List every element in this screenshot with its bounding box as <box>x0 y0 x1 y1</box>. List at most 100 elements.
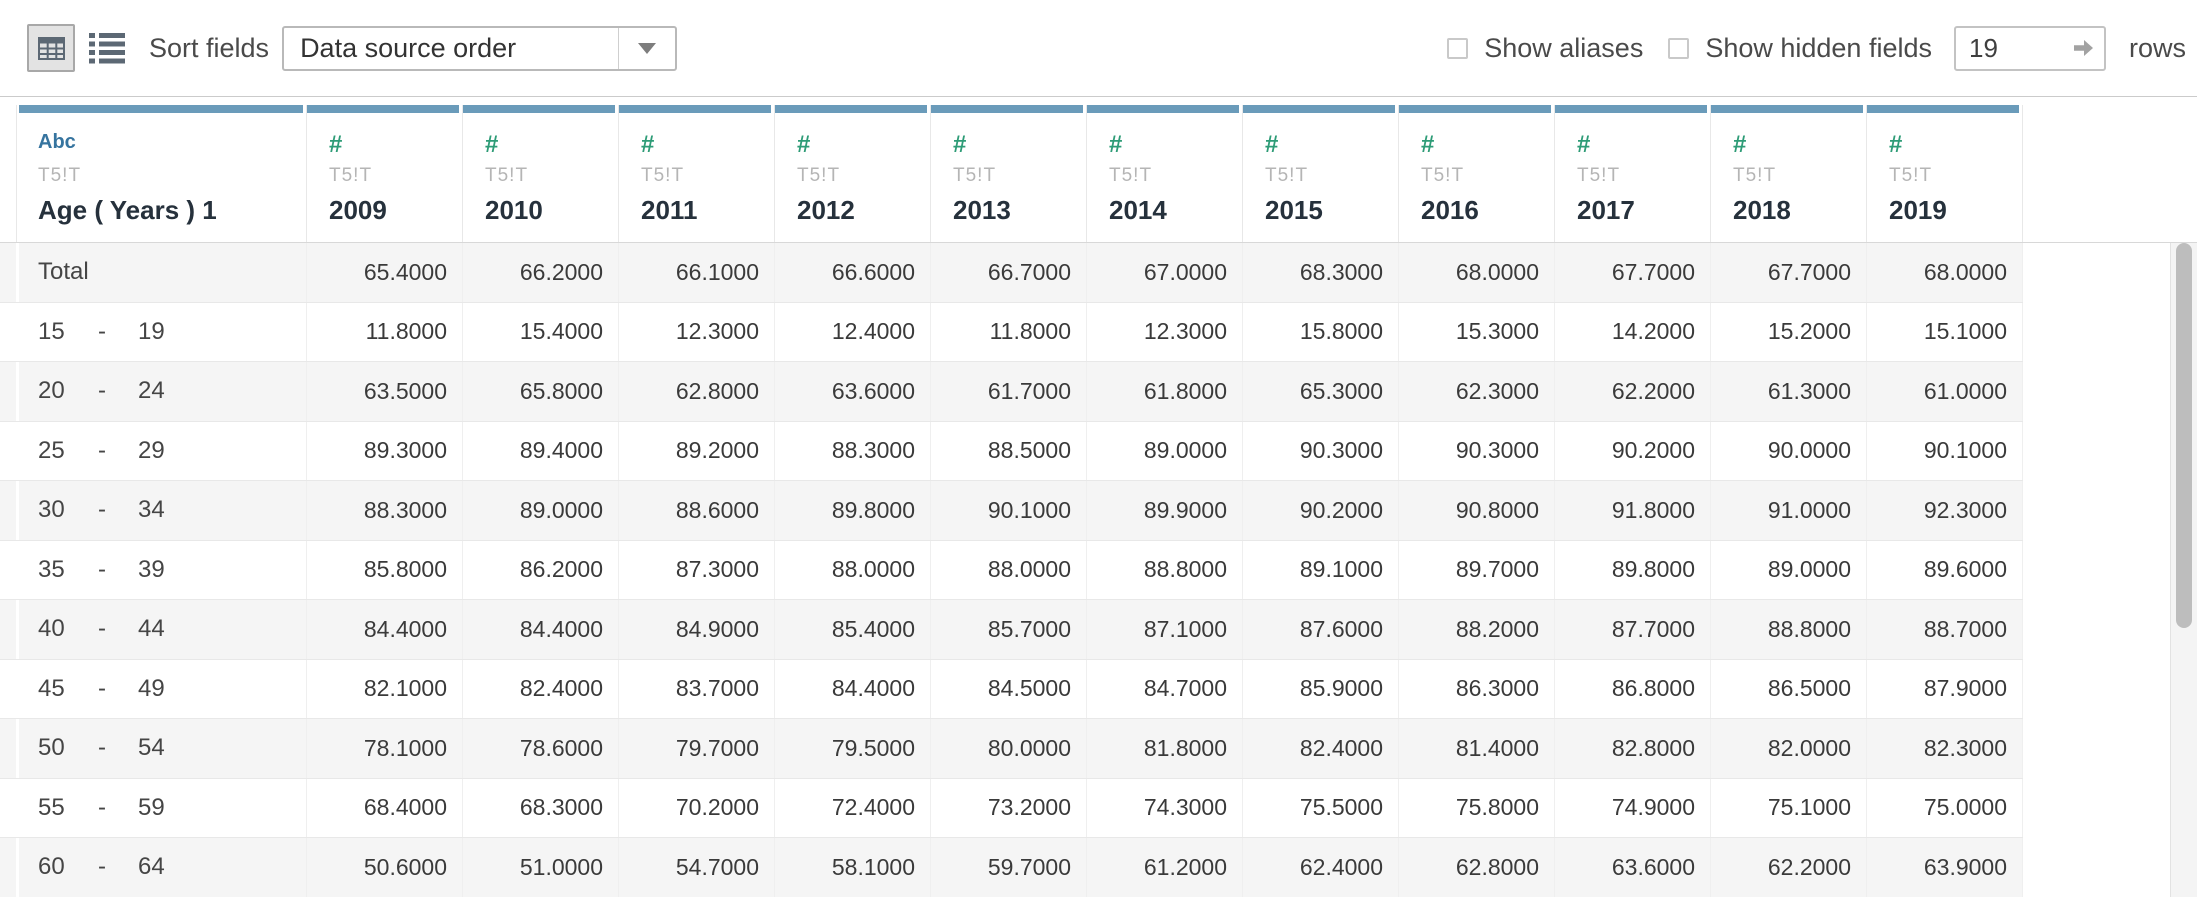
row-label-sep: - <box>98 734 106 762</box>
value-cell: 12.4000 <box>775 302 931 361</box>
numeric-type-icon: # <box>485 131 499 158</box>
column-header-year[interactable]: # T5!T 2015 <box>1243 105 1399 243</box>
table-row: 20 - 24 63.5000 65.8000 62.8000 63.6000 61.700… <box>0 362 2023 422</box>
row-gutter <box>0 838 16 897</box>
value-cell: 72.4000 <box>775 778 931 837</box>
row-gutter <box>0 362 16 421</box>
rows-count-value: 19 <box>1968 32 1998 63</box>
field-name: 2011 <box>641 195 698 225</box>
show-hidden-fields-label: Show hidden fields <box>1705 32 1932 63</box>
value-cell: 78.6000 <box>463 719 619 778</box>
frozen-pane-gap <box>16 838 19 897</box>
list-icon <box>89 33 125 64</box>
column-accent-bar <box>619 105 771 113</box>
column-header-year[interactable]: # T5!T 2018 <box>1711 105 1867 243</box>
rows-count-input[interactable]: 19 <box>1953 25 2106 71</box>
numeric-type-icon: # <box>1889 131 1903 158</box>
value-cell: 87.6000 <box>1243 600 1399 659</box>
metadata-view-button[interactable] <box>85 26 129 70</box>
value-cell: 85.8000 <box>307 540 463 599</box>
value-cell: 84.4000 <box>775 659 931 718</box>
value-cell: 66.1000 <box>619 243 775 302</box>
value-cell: 89.8000 <box>1555 540 1711 599</box>
table-row: Total 65.4000 66.2000 66.1000 66.6000 66.700… <box>0 243 2023 303</box>
row-gutter <box>0 719 16 778</box>
value-cell: 61.8000 <box>1087 362 1243 421</box>
frozen-pane-gap <box>16 302 19 361</box>
value-cell: 54.7000 <box>619 838 775 897</box>
field-name: 2014 <box>1109 195 1167 225</box>
value-cell: 79.5000 <box>775 719 931 778</box>
row-label-sep: - <box>98 853 106 881</box>
data-grid-view-button[interactable] <box>27 24 75 72</box>
column-header-year[interactable]: # T5!T 2010 <box>463 105 619 243</box>
row-label-from: 20 <box>38 377 65 405</box>
value-cell: 88.3000 <box>307 481 463 540</box>
value-cell: 65.8000 <box>463 362 619 421</box>
value-cell: 82.0000 <box>1711 719 1867 778</box>
field-name: 2012 <box>797 195 855 225</box>
value-cell: 87.1000 <box>1087 600 1243 659</box>
value-cell: 68.3000 <box>463 778 619 837</box>
grid-icon <box>37 36 65 60</box>
sort-order-dropdown[interactable]: Data source order <box>282 25 678 71</box>
value-cell: 86.5000 <box>1711 659 1867 718</box>
column-header-year[interactable]: # T5!T 2016 <box>1399 105 1555 243</box>
toolbar-divider <box>0 96 2197 97</box>
value-cell: 89.9000 <box>1087 481 1243 540</box>
column-accent-bar <box>1243 105 1395 113</box>
header-left-border <box>16 105 17 243</box>
frozen-pane-gap <box>16 421 19 480</box>
value-cell: 89.6000 <box>1867 540 2023 599</box>
value-cell: 59.7000 <box>931 838 1087 897</box>
value-cell: 11.8000 <box>307 302 463 361</box>
rows-label: rows <box>2128 32 2186 63</box>
row-label-from: 25 <box>38 436 65 464</box>
column-header-year[interactable]: # T5!T 2011 <box>619 105 775 243</box>
value-cell: 61.3000 <box>1711 362 1867 421</box>
table-ref-label: T5!T <box>1889 165 1933 186</box>
column-header-age[interactable]: Abc T5!T Age ( Years ) 1 <box>19 105 307 243</box>
value-cell: 67.0000 <box>1087 243 1243 302</box>
value-cell: 11.8000 <box>931 302 1087 361</box>
value-cell: 62.8000 <box>1399 838 1555 897</box>
column-header-year[interactable]: # T5!T 2013 <box>931 105 1087 243</box>
table-row: 40-44 84.4000 84.4000 84.9000 85.4000 85.700… <box>0 600 2023 660</box>
show-hidden-fields-checkbox[interactable] <box>1668 37 1690 59</box>
column-accent-bar <box>931 105 1083 113</box>
apply-rows-arrow-icon[interactable] <box>2072 37 2095 59</box>
column-header-year[interactable]: # T5!T 2012 <box>775 105 931 243</box>
column-accent-bar <box>307 105 459 113</box>
value-cell: 84.4000 <box>307 600 463 659</box>
column-accent-bar <box>1087 105 1239 113</box>
value-cell: 61.0000 <box>1867 362 2023 421</box>
row-label-to: 49 <box>138 674 165 702</box>
column-header-year[interactable]: # T5!T 2009 <box>307 105 463 243</box>
numeric-type-icon: # <box>641 131 655 158</box>
value-cell: 91.8000 <box>1555 481 1711 540</box>
vertical-scrollbar[interactable] <box>2170 243 2197 897</box>
frozen-pane-gap <box>16 243 19 302</box>
column-accent-bar <box>1555 105 1707 113</box>
sort-order-value: Data source order <box>300 32 517 63</box>
show-aliases-checkbox[interactable] <box>1447 37 1469 59</box>
column-header-year[interactable]: # T5!T 2014 <box>1087 105 1243 243</box>
scrollbar-thumb[interactable] <box>2176 243 2192 628</box>
value-cell: 75.1000 <box>1711 778 1867 837</box>
value-cell: 75.0000 <box>1867 778 2023 837</box>
row-label-to: 39 <box>138 555 165 583</box>
table-row: 55 - 59 68.4000 68.3000 70.2000 72.4000 73.200… <box>0 778 2023 838</box>
sort-fields-label: Sort fields <box>149 32 270 63</box>
dropdown-caret-box[interactable] <box>618 27 675 69</box>
frozen-pane-gap <box>16 659 19 718</box>
column-header-row: Abc T5!T Age ( Years ) 1 # T5!T 2009 # T… <box>19 105 2023 243</box>
column-header-year[interactable]: # T5!T 2019 <box>1867 105 2023 243</box>
value-cell: 62.2000 <box>1555 362 1711 421</box>
value-cell: 74.9000 <box>1555 778 1711 837</box>
value-cell: 80.0000 <box>931 719 1087 778</box>
column-header-year[interactable]: # T5!T 2017 <box>1555 105 1711 243</box>
row-gutter <box>0 778 16 837</box>
row-label-from: 15 <box>38 317 65 345</box>
row-label-from: 45 <box>38 674 65 702</box>
field-name: 2010 <box>485 195 543 225</box>
